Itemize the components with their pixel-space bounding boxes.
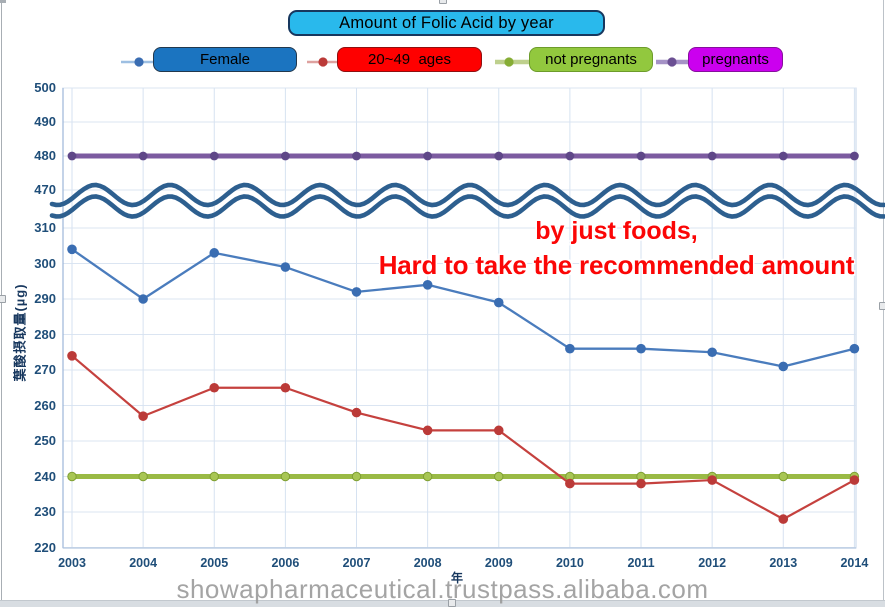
data-point-marker[interactable] [352, 151, 361, 161]
y-tick-label: 470 [34, 182, 56, 197]
x-tick-label: 2006 [271, 556, 300, 570]
x-tick-label: 2003 [58, 556, 86, 570]
female-line-marker-icon [121, 57, 159, 67]
chart-title-text: Amount of Folic Acid by year [339, 13, 554, 32]
y-tick-label: 230 [34, 504, 56, 519]
x-axis-title: 年 [451, 571, 464, 585]
annotation-line-2: Hard to take the recommended amount [378, 250, 855, 280]
x-tick-label: 2007 [342, 556, 371, 570]
data-point-marker[interactable] [565, 343, 575, 354]
data-point-marker[interactable] [849, 475, 860, 485]
x-tick-label: 2011 [627, 556, 655, 570]
axis-break-wave-icon [49, 194, 885, 219]
data-point-marker[interactable] [494, 151, 504, 161]
selection-handle-right[interactable] [879, 302, 885, 310]
data-point-marker[interactable] [565, 151, 575, 161]
data-point-marker[interactable] [138, 471, 148, 482]
y-tick-label: 310 [34, 220, 56, 235]
data-point-marker[interactable] [422, 280, 433, 290]
legend-label-pregnants: pregnants [702, 51, 769, 68]
data-point-marker[interactable] [707, 475, 717, 485]
y-tick-label: 490 [34, 114, 56, 129]
top-left-frame-mark [0, 0, 6, 3]
ages-line-marker-icon [307, 57, 341, 67]
x-tick-label: 2012 [698, 556, 727, 570]
data-point-marker[interactable] [778, 361, 789, 372]
data-point-marker[interactable] [280, 471, 291, 482]
data-point-marker[interactable] [67, 151, 77, 161]
data-point-marker[interactable] [351, 407, 362, 418]
x-tick-label: 2014 [840, 556, 869, 570]
right-frame-line [883, 0, 884, 601]
pregnants-line-marker-icon [656, 57, 688, 67]
data-point-marker[interactable] [138, 151, 148, 161]
x-tick-label: 2004 [129, 556, 158, 570]
x-tick-label: 2005 [200, 556, 229, 570]
selection-handle-top[interactable] [439, 0, 447, 4]
chart-title[interactable]: Amount of Folic Acid by year [288, 10, 605, 36]
plot-border [62, 87, 857, 549]
y-tick-label: 220 [34, 539, 56, 555]
data-point-marker[interactable] [423, 151, 433, 161]
data-point-marker[interactable] [778, 514, 789, 524]
y-tick-label: 280 [34, 326, 56, 342]
y-tick-label: 240 [34, 468, 56, 484]
annotation-line-1: by just foods, [535, 217, 698, 245]
x-tick-label: 2008 [413, 556, 442, 570]
not-pregnants-line-marker-icon [495, 57, 529, 67]
x-tick-label: 2013 [769, 556, 798, 570]
axis-break-wave-icon [49, 182, 885, 208]
data-point-marker[interactable] [778, 151, 788, 161]
y-tick-label: 260 [34, 397, 56, 413]
data-point-marker[interactable] [494, 471, 504, 482]
y-tick-label: 500 [34, 80, 56, 95]
x-tick-label: 2010 [555, 556, 584, 570]
data-point-marker[interactable] [280, 262, 291, 272]
x-tick-label: 2009 [484, 556, 513, 570]
data-point-marker[interactable] [280, 382, 291, 393]
y-tick-label: 250 [34, 433, 56, 448]
data-point-marker[interactable] [351, 287, 362, 297]
data-point-marker[interactable] [280, 151, 290, 161]
data-point-marker[interactable] [67, 244, 77, 255]
legend-label-not-pregnants: not pregnants [545, 51, 637, 68]
data-point-marker[interactable] [849, 343, 860, 354]
data-point-marker[interactable] [67, 351, 77, 361]
bottom-window-strip [0, 600, 885, 607]
watermark-text: showapharmaceutical.trustpass.alibaba.co… [176, 574, 709, 604]
y-tick-label: 270 [34, 362, 56, 377]
data-point-marker[interactable] [850, 151, 859, 161]
y-tick-label: 300 [34, 255, 56, 271]
series-line-20-49-ages[interactable] [71, 354, 855, 521]
data-point-marker[interactable] [493, 425, 504, 436]
data-point-marker[interactable] [138, 411, 148, 421]
data-point-marker[interactable] [707, 151, 717, 161]
data-point-marker[interactable] [565, 478, 575, 489]
data-point-marker[interactable] [209, 471, 219, 482]
selection-handle-left[interactable] [0, 295, 6, 303]
y-tick-label: 290 [34, 291, 56, 306]
legend-label-female: Female [199, 51, 251, 68]
annotation-text: by just foods, Hard to take the recommen… [348, 214, 885, 282]
data-point-marker[interactable] [636, 343, 646, 354]
series-line-female[interactable] [71, 248, 855, 368]
legend-label-20-49-ages: 20~49 ages [368, 51, 451, 68]
data-point-marker[interactable] [493, 297, 504, 308]
data-point-marker[interactable] [707, 347, 717, 358]
data-point-marker[interactable] [422, 471, 433, 482]
data-point-marker[interactable] [209, 248, 220, 258]
data-point-marker[interactable] [209, 382, 220, 393]
y-axis-title: 葉酸摂取量(µg) [12, 283, 28, 382]
data-point-marker[interactable] [636, 151, 646, 161]
data-point-marker[interactable] [778, 471, 788, 482]
data-point-marker[interactable] [351, 471, 362, 482]
data-point-marker[interactable] [67, 471, 77, 482]
y-tick-label: 480 [34, 148, 56, 163]
data-point-marker[interactable] [422, 425, 433, 436]
data-point-marker[interactable] [209, 151, 219, 161]
data-point-marker[interactable] [138, 294, 148, 304]
data-point-marker[interactable] [636, 478, 646, 489]
